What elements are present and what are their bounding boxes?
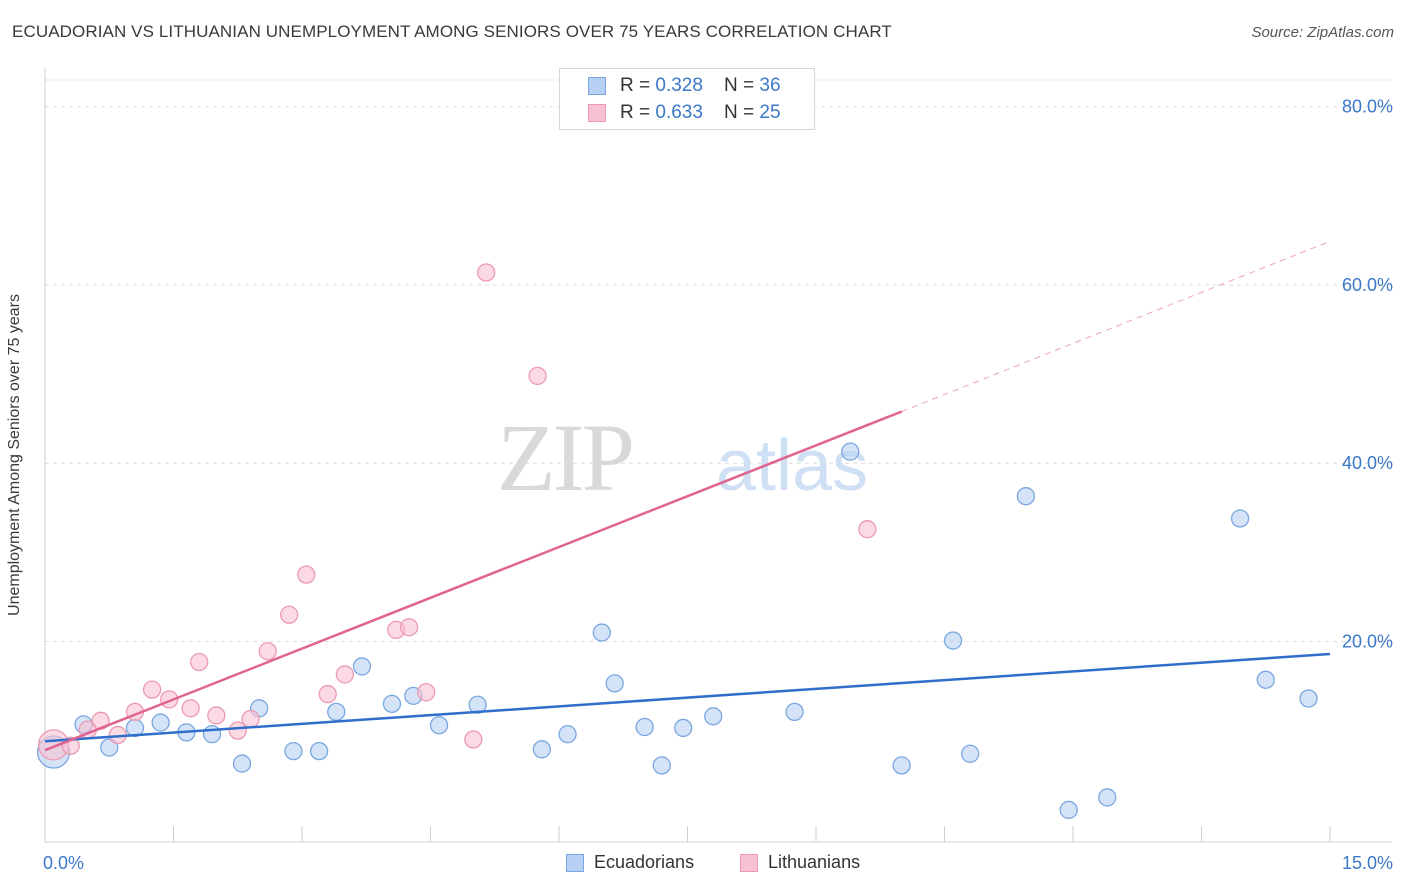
source-label: Source: ZipAtlas.com [1251, 24, 1394, 41]
data-point-lithuanians [190, 652, 209, 672]
data-point-ecuadorians [232, 754, 252, 773]
legend-n-value: 25 [759, 102, 781, 123]
legend-swatch-ecuadorians [588, 77, 606, 95]
data-point-ecuadorians [704, 707, 723, 726]
data-point-lithuanians [258, 642, 277, 661]
tick-labels: 20.0% 40.0% 60.0% 80.0% 0.0% 15.0% [43, 97, 1393, 873]
data-point-ecuadorians [1016, 487, 1036, 506]
legend-swatch-ecuadorians [566, 853, 584, 872]
x-tick-label: 0.0% [43, 853, 84, 873]
data-point-ecuadorians [605, 674, 624, 693]
y-tick-label: 40.0% [1342, 453, 1393, 473]
data-point-lithuanians [477, 263, 496, 282]
watermark-atlas: atlas [716, 426, 868, 506]
legend-item-ecuadorians: Ecuadorians [566, 852, 694, 873]
data-point-ecuadorians [352, 657, 372, 676]
y-tick-label: 60.0% [1342, 275, 1393, 295]
data-point-lithuanians [417, 683, 436, 702]
data-point-lithuanians [335, 665, 354, 684]
y-tick-label: 80.0% [1342, 97, 1393, 117]
legend-n-label: N = [724, 102, 760, 123]
data-point-ecuadorians [429, 716, 449, 735]
series-lithuanians [37, 263, 877, 761]
data-point-ecuadorians [151, 713, 170, 732]
data-point-lithuanians [207, 706, 226, 725]
y-axis-label: Unemployment Among Seniors over 75 years [6, 294, 23, 616]
data-point-ecuadorians [592, 623, 611, 642]
data-point-ecuadorians [652, 756, 671, 775]
data-point-ecuadorians [892, 756, 911, 775]
data-point-ecuadorians [532, 740, 552, 759]
legend-r-label: R = [620, 75, 656, 96]
data-point-ecuadorians [558, 725, 577, 744]
legend-n-label: N = [724, 75, 760, 96]
data-point-ecuadorians [202, 725, 222, 744]
legend-label-ecuadorians: Ecuadorians [594, 852, 695, 872]
data-point-ecuadorians [1256, 670, 1275, 689]
data-point-lithuanians [858, 520, 877, 539]
trend-line-ecuadorians [44, 652, 1331, 743]
data-point-lithuanians [318, 684, 337, 704]
trend-lines [44, 240, 1331, 752]
data-point-lithuanians [297, 565, 316, 584]
grid-lines [45, 79, 1392, 642]
data-point-ecuadorians [100, 738, 119, 757]
data-point-ecuadorians [943, 631, 963, 650]
data-point-ecuadorians [382, 694, 402, 714]
data-point-lithuanians [279, 605, 299, 624]
x-tick-label: 15.0% [1342, 853, 1393, 873]
trend-line-lithuanians [44, 410, 903, 752]
data-point-ecuadorians [284, 741, 303, 761]
data-point-ecuadorians [785, 702, 804, 722]
legend-r-value: 0.633 [655, 102, 703, 123]
data-point-ecuadorians [635, 717, 654, 737]
legend-swatch-lithuanians [740, 853, 758, 872]
legend-correlation: R = 0.328 N = 36 R = 0.633 N = 25 [559, 68, 815, 130]
chart-title: ECUADORIAN VS LITHUANIAN UNEMPLOYMENT AM… [12, 22, 892, 41]
axes [44, 68, 1392, 843]
data-point-ecuadorians [961, 744, 980, 763]
data-point-ecuadorians [327, 702, 346, 722]
data-point-lithuanians [228, 721, 247, 740]
watermark-zip: ZIP [497, 404, 632, 511]
watermark: ZIP atlas [497, 404, 868, 511]
data-point-ecuadorians [1098, 788, 1117, 807]
data-point-lithuanians [399, 618, 419, 637]
legend-r-label: R = [620, 102, 656, 123]
y-tick-label: 20.0% [1342, 631, 1393, 651]
legend-item-lithuanians: Lithuanians [740, 852, 860, 873]
data-point-lithuanians [528, 366, 547, 386]
trend-line-lithuanians-extended [901, 240, 1331, 413]
legend-swatch-lithuanians [588, 104, 606, 122]
data-point-lithuanians [464, 730, 483, 749]
data-point-ecuadorians [841, 442, 860, 461]
data-point-lithuanians [241, 709, 260, 729]
data-point-lithuanians [181, 699, 200, 718]
data-point-lithuanians [142, 680, 162, 699]
data-point-ecuadorians [1230, 509, 1250, 528]
legend-n-value: 36 [759, 75, 781, 96]
data-point-ecuadorians [468, 695, 487, 714]
data-point-ecuadorians [1299, 689, 1318, 708]
legend-label-lithuanians: Lithuanians [768, 852, 861, 872]
data-point-ecuadorians [674, 718, 693, 738]
legend-r-value: 0.328 [655, 75, 703, 96]
data-point-ecuadorians [1059, 800, 1078, 820]
data-point-ecuadorians [309, 741, 329, 761]
